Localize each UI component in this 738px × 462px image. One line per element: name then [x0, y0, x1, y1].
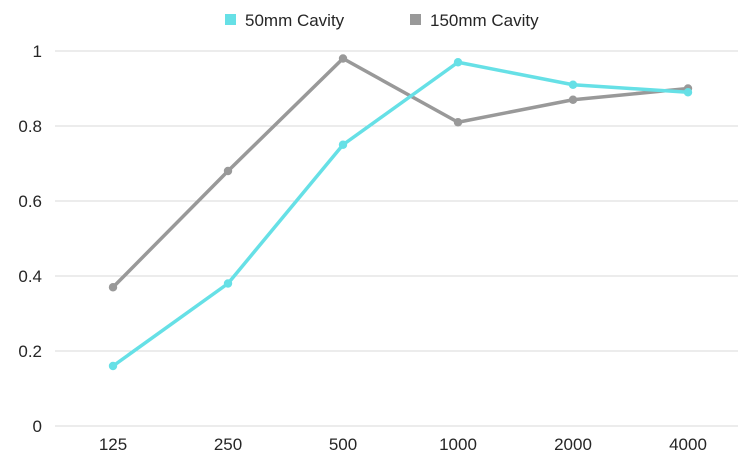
x-tick-label: 1000	[439, 435, 477, 454]
legend-swatch	[410, 14, 421, 25]
legend-label: 150mm Cavity	[430, 11, 539, 30]
data-point	[568, 80, 578, 89]
x-axis: 125 250 500 1000 2000 4000	[99, 435, 707, 454]
series-0	[108, 58, 693, 371]
y-tick-label: 0	[33, 417, 42, 436]
x-tick-label: 500	[329, 435, 357, 454]
y-axis: 0 0.2 0.4 0.6 0.8 1	[18, 42, 42, 436]
x-tick-label: 125	[99, 435, 127, 454]
series-line	[111, 56, 690, 289]
data-point	[223, 166, 233, 176]
y-tick-label: 1	[33, 42, 42, 61]
data-point	[453, 118, 463, 127]
data-point	[338, 54, 348, 63]
data-point	[338, 140, 348, 149]
data-point	[683, 88, 693, 97]
y-tick-label: 0.8	[18, 117, 42, 136]
gridlines	[55, 50, 738, 427]
legend: 50mm Cavity 150mm Cavity	[225, 11, 539, 30]
legend-label: 50mm Cavity	[245, 11, 345, 30]
y-tick-label: 0.2	[18, 342, 42, 361]
y-tick-label: 0.6	[18, 192, 42, 211]
data-point	[108, 361, 118, 371]
y-tick-label: 0.4	[18, 267, 42, 286]
series-line	[111, 60, 690, 368]
legend-swatch	[225, 14, 236, 25]
legend-item: 150mm Cavity	[410, 11, 539, 30]
data-point	[568, 95, 578, 104]
legend-item: 50mm Cavity	[225, 11, 345, 30]
series-1	[108, 54, 693, 292]
series-layer	[108, 54, 693, 371]
data-point	[453, 58, 463, 67]
data-point	[223, 279, 233, 288]
x-tick-label: 250	[214, 435, 242, 454]
data-point	[108, 283, 118, 292]
x-tick-label: 4000	[669, 435, 707, 454]
x-tick-label: 2000	[554, 435, 592, 454]
